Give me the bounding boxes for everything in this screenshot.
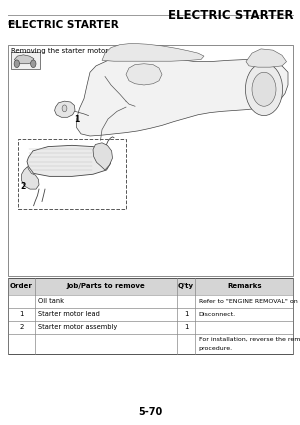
Polygon shape xyxy=(14,55,34,64)
Polygon shape xyxy=(246,49,286,67)
Text: 2: 2 xyxy=(19,324,23,330)
Bar xyxy=(8,334,293,354)
Bar xyxy=(8,321,293,334)
Text: procedure.: procedure. xyxy=(199,346,233,351)
Text: 2: 2 xyxy=(20,182,26,192)
Bar xyxy=(18,139,126,209)
Text: Starter motor lead: Starter motor lead xyxy=(38,312,100,317)
Text: 1: 1 xyxy=(184,324,188,330)
Text: 5-70: 5-70 xyxy=(138,407,162,417)
Text: Disconnect.: Disconnect. xyxy=(199,312,236,317)
Text: ELECTRIC STARTER: ELECTRIC STARTER xyxy=(8,20,119,31)
Polygon shape xyxy=(22,167,39,189)
Text: Starter motor assembly: Starter motor assembly xyxy=(38,324,117,330)
Polygon shape xyxy=(27,145,111,176)
Text: Refer to "ENGINE REMOVAL" on page 5-1.: Refer to "ENGINE REMOVAL" on page 5-1. xyxy=(199,299,300,304)
Circle shape xyxy=(252,72,276,106)
Text: ELECTRIC STARTER: ELECTRIC STARTER xyxy=(168,9,293,23)
Bar xyxy=(8,45,293,276)
Bar xyxy=(8,308,293,321)
Polygon shape xyxy=(93,143,112,170)
Text: 1: 1 xyxy=(74,115,79,125)
Text: Order: Order xyxy=(10,283,33,289)
Circle shape xyxy=(14,60,20,68)
Circle shape xyxy=(245,63,283,116)
Polygon shape xyxy=(126,64,162,85)
Bar xyxy=(8,295,293,308)
Text: For installation, reverse the removal: For installation, reverse the removal xyxy=(199,337,300,342)
Polygon shape xyxy=(55,101,75,117)
Text: Removing the starter motor: Removing the starter motor xyxy=(11,48,109,54)
Text: Job/Parts to remove: Job/Parts to remove xyxy=(66,283,145,289)
Bar xyxy=(8,278,293,295)
Polygon shape xyxy=(102,43,204,61)
Text: Remarks: Remarks xyxy=(227,283,262,289)
Circle shape xyxy=(31,60,36,68)
Text: 1: 1 xyxy=(184,312,188,317)
Bar xyxy=(8,278,293,354)
Text: 1: 1 xyxy=(19,312,24,317)
Bar xyxy=(11,52,40,69)
Circle shape xyxy=(62,105,67,112)
Polygon shape xyxy=(76,56,288,136)
Text: Q'ty: Q'ty xyxy=(178,283,194,289)
Bar xyxy=(8,21,16,25)
Text: Oil tank: Oil tank xyxy=(38,298,64,304)
